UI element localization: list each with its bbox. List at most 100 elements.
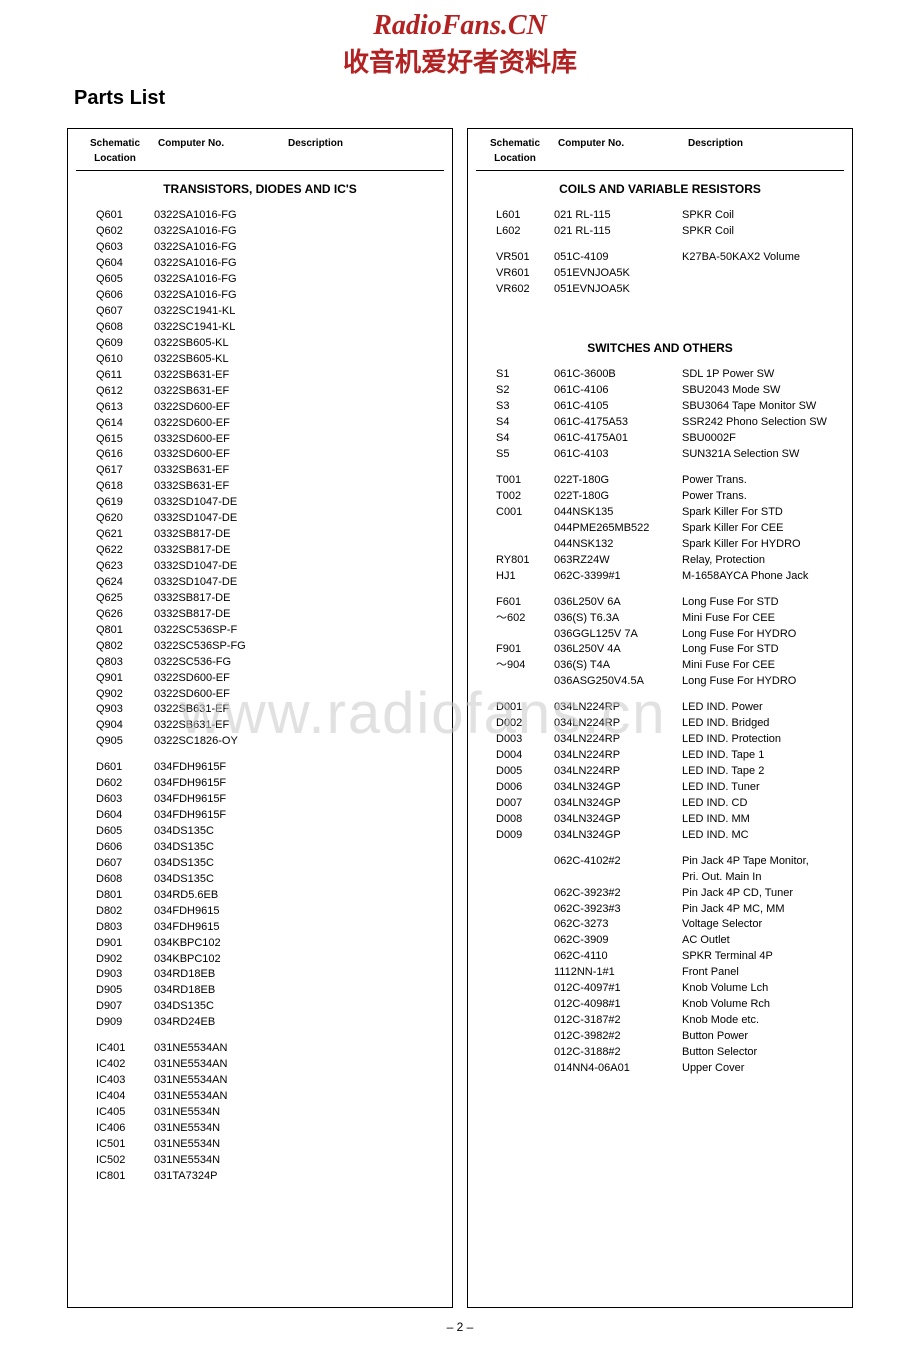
parts-row: Pri. Out. Main In <box>476 870 844 886</box>
cell-computer-no: 031NE5534N <box>154 1153 282 1169</box>
cell-description <box>282 1169 444 1185</box>
watermark-line1: RadioFans.CN <box>30 10 890 42</box>
cell-description: Mini Fuse For CEE <box>682 658 844 674</box>
cell-computer-no: 031NE5534AN <box>154 1041 282 1057</box>
parts-row: D903034RD18EB <box>76 967 444 983</box>
cell-computer-no: 0332SB817-DE <box>154 543 282 559</box>
parts-row: Q6100322SB605-KL <box>76 352 444 368</box>
cell-location <box>496 627 554 643</box>
cell-computer-no: 034KBPC102 <box>154 952 282 968</box>
cell-location <box>496 674 554 690</box>
cell-location: Q625 <box>96 591 154 607</box>
cell-computer-no: 0322SA1016-FG <box>154 256 282 272</box>
cell-computer-no: 034FDH9615F <box>154 808 282 824</box>
cell-description: Knob Mode etc. <box>682 1013 844 1029</box>
cell-location: VR501 <box>496 250 554 266</box>
cell-location: Q604 <box>96 256 154 272</box>
cell-computer-no: 034DS135C <box>154 999 282 1015</box>
cell-location: D603 <box>96 792 154 808</box>
cell-description <box>282 687 444 703</box>
cell-location <box>496 933 554 949</box>
cell-computer-no: 0322SA1016-FG <box>154 240 282 256</box>
cell-location: Q611 <box>96 368 154 384</box>
cell-description <box>282 256 444 272</box>
cell-location <box>496 1013 554 1029</box>
cell-description <box>282 240 444 256</box>
cell-location: RY801 <box>496 553 554 569</box>
cell-computer-no: 036L250V 4A <box>554 642 682 658</box>
cell-description: Spark Killer For HYDRO <box>682 537 844 553</box>
right-column: Schematic Location Computer No. Descript… <box>467 128 853 1308</box>
cell-computer-no: 0322SB631-EF <box>154 718 282 734</box>
cell-computer-no: 034DS135C <box>154 856 282 872</box>
cell-description <box>282 888 444 904</box>
parts-row: 036ASG250V4.5ALong Fuse For HYDRO <box>476 674 844 690</box>
cell-location: Q607 <box>96 304 154 320</box>
parts-row: IC401031NE5534AN <box>76 1041 444 1057</box>
cell-location: D608 <box>96 872 154 888</box>
parts-row: C001044NSK135Spark Killer For STD <box>476 505 844 521</box>
cell-location: D907 <box>96 999 154 1015</box>
cell-computer-no: 062C-3399#1 <box>554 569 682 585</box>
cell-computer-no: 062C-3923#3 <box>554 902 682 918</box>
parts-row: 044PME265MB522Spark Killer For CEE <box>476 521 844 537</box>
cell-location <box>496 886 554 902</box>
cell-computer-no: 034FDH9615F <box>154 776 282 792</box>
cell-computer-no: 034FDH9615F <box>154 792 282 808</box>
cell-location: IC502 <box>96 1153 154 1169</box>
cell-description: SSR242 Phono Selection SW <box>682 415 844 431</box>
parts-row: Q6030322SA1016-FG <box>76 240 444 256</box>
cell-location: D005 <box>496 764 554 780</box>
cell-location: Q610 <box>96 352 154 368</box>
cell-location: IC501 <box>96 1137 154 1153</box>
parts-row: D001034LN224RPLED IND. Power <box>476 700 844 716</box>
cell-computer-no: 031NE5534N <box>154 1121 282 1137</box>
parts-row: IC404031NE5534AN <box>76 1089 444 1105</box>
parts-row: 062C-4110SPKR Terminal 4P <box>476 949 844 965</box>
cell-description <box>282 495 444 511</box>
cell-computer-no: 021 RL-115 <box>554 224 682 240</box>
cell-location: Q606 <box>96 288 154 304</box>
parts-row: Q6080322SC1941-KL <box>76 320 444 336</box>
parts-row: D802034FDH9615 <box>76 904 444 920</box>
cell-location: VR601 <box>496 266 554 282</box>
cell-description: LED IND. Tape 2 <box>682 764 844 780</box>
cell-description <box>282 952 444 968</box>
parts-row: Q6040322SA1016-FG <box>76 256 444 272</box>
parts-row: Q9030322SB631-EF <box>76 702 444 718</box>
cell-description <box>282 463 444 479</box>
cell-computer-no: 044PME265MB522 <box>554 521 682 537</box>
cell-description <box>282 304 444 320</box>
parts-row: D902034KBPC102 <box>76 952 444 968</box>
cell-location: D902 <box>96 952 154 968</box>
cell-computer-no: 061C-4105 <box>554 399 682 415</box>
cell-description <box>282 1153 444 1169</box>
parts-row: Q6010322SA1016-FG <box>76 208 444 224</box>
cell-location: Q613 <box>96 400 154 416</box>
cell-location <box>496 854 554 870</box>
cell-description <box>282 320 444 336</box>
cell-location: Q802 <box>96 639 154 655</box>
cell-description <box>282 1105 444 1121</box>
cell-location: Q617 <box>96 463 154 479</box>
cell-location: L601 <box>496 208 554 224</box>
cell-description <box>282 936 444 952</box>
parts-row: Q9040322SB631-EF <box>76 718 444 734</box>
parts-row: D005034LN224RPLED IND. Tape 2 <box>476 764 844 780</box>
cell-computer-no: 034DS135C <box>154 840 282 856</box>
cell-description <box>282 623 444 639</box>
cell-computer-no: 062C-4110 <box>554 949 682 965</box>
cell-description: LED IND. MM <box>682 812 844 828</box>
parts-row: Q6250332SB817-DE <box>76 591 444 607</box>
cell-location: D009 <box>496 828 554 844</box>
cell-computer-no: 061C-3600B <box>554 367 682 383</box>
cell-description: Pri. Out. Main In <box>682 870 844 886</box>
parts-row: Q6060322SA1016-FG <box>76 288 444 304</box>
cell-computer-no: 036ASG250V4.5A <box>554 674 682 690</box>
cell-description: Upper Cover <box>682 1061 844 1077</box>
cell-description <box>282 288 444 304</box>
cell-location: IC401 <box>96 1041 154 1057</box>
cell-location: D604 <box>96 808 154 824</box>
cell-computer-no: 0332SB817-DE <box>154 607 282 623</box>
parts-row: D907034DS135C <box>76 999 444 1015</box>
